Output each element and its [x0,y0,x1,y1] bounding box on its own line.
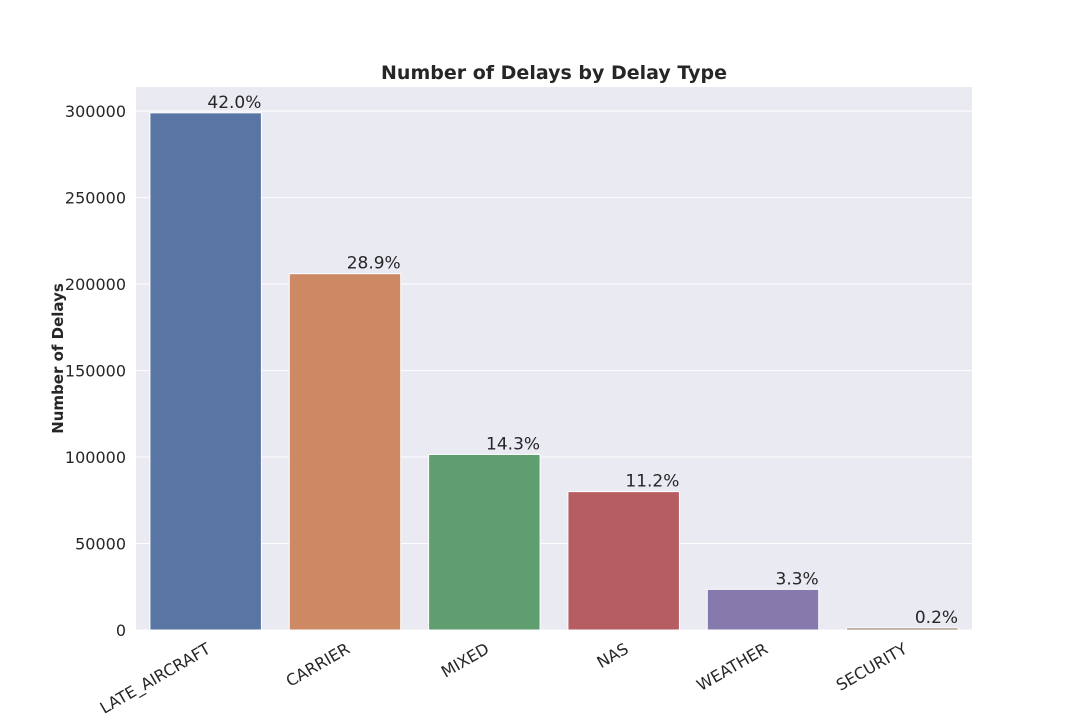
x-tick-label: CARRIER [283,639,353,691]
y-tick-label: 250000 [65,189,126,208]
x-tick-label: WEATHER [693,639,771,695]
gridlines [136,110,972,631]
bar-value-label: 11.2% [625,472,679,492]
x-tick-label: MIXED [438,639,492,681]
chart-title: Number of Delays by Delay Type [381,62,727,84]
y-tick-label: 100000 [65,448,126,467]
y-tick-label: 50000 [75,535,126,554]
x-tick-label: LATE_AIRCRAFT [97,639,215,719]
bar-mixed [428,453,541,631]
x-tick-label: SECURITY [833,639,911,695]
y-tick-label: 300000 [65,102,126,121]
y-tick-label: 150000 [65,362,126,381]
bar-value-label: 14.3% [486,434,540,454]
bars [149,112,959,631]
bar-late-aircraft [149,112,262,631]
x-axis-ticks: LATE_AIRCRAFT CARRIER MIXED NAS WEATHER SECUR… [97,639,911,719]
bar-value-label: 3.3% [776,569,819,589]
bar-nas [567,491,680,631]
y-axis-label: Number of Delays [49,283,67,434]
bar-weather [706,588,820,631]
y-tick-label: 200000 [65,275,126,294]
y-axis-ticks: 0 50000 100000 150000 200000 250000 300000 [65,102,126,640]
y-tick-label: 0 [116,621,126,640]
x-tick-label: NAS [594,639,632,672]
bar-security [846,627,959,631]
bar-value-label: 0.2% [915,608,958,628]
bar-carrier [288,273,402,631]
bar-value-label: 42.0% [207,93,261,113]
plot-area [136,87,972,630]
bar-value-label: 28.9% [347,254,401,274]
bar-value-labels: 42.0% 28.9% 14.3% 11.2% 3.3% 0.2% [207,93,958,628]
